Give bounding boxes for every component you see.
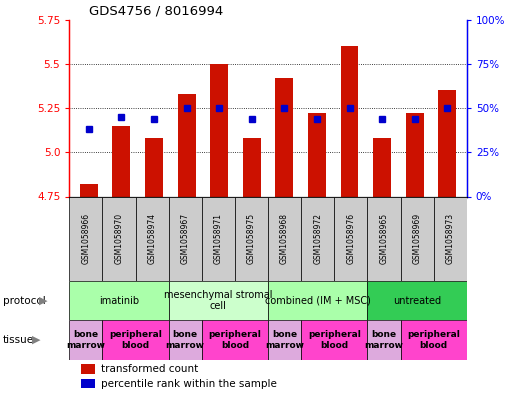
Bar bbox=[373, 138, 391, 196]
Bar bbox=[268, 281, 367, 320]
Bar bbox=[169, 320, 202, 360]
Bar bbox=[401, 320, 467, 360]
Text: peripheral
blood: peripheral blood bbox=[407, 330, 460, 350]
Bar bbox=[177, 94, 195, 196]
Text: GSM1058967: GSM1058967 bbox=[181, 213, 190, 264]
Text: untreated: untreated bbox=[393, 296, 441, 306]
Bar bbox=[235, 196, 268, 281]
Bar bbox=[367, 320, 401, 360]
Text: GSM1058975: GSM1058975 bbox=[247, 213, 256, 264]
Bar bbox=[433, 196, 467, 281]
Text: percentile rank within the sample: percentile rank within the sample bbox=[101, 378, 277, 389]
Text: GSM1058966: GSM1058966 bbox=[82, 213, 90, 264]
Bar bbox=[275, 78, 293, 196]
Bar bbox=[145, 138, 163, 196]
Bar bbox=[301, 196, 334, 281]
Bar bbox=[268, 196, 301, 281]
Bar bbox=[103, 320, 169, 360]
Text: GSM1058965: GSM1058965 bbox=[380, 213, 388, 264]
Text: GSM1058974: GSM1058974 bbox=[148, 213, 156, 264]
Text: peripheral
blood: peripheral blood bbox=[109, 330, 162, 350]
Bar bbox=[367, 281, 467, 320]
Bar bbox=[438, 90, 456, 196]
Bar bbox=[80, 184, 98, 196]
Bar bbox=[401, 196, 433, 281]
Text: protocol: protocol bbox=[3, 296, 45, 306]
Bar bbox=[169, 196, 202, 281]
Bar bbox=[81, 364, 95, 374]
Text: ▶: ▶ bbox=[38, 296, 47, 306]
Bar bbox=[268, 320, 301, 360]
Bar bbox=[301, 320, 367, 360]
Text: GSM1058969: GSM1058969 bbox=[412, 213, 422, 264]
Text: bone
marrow: bone marrow bbox=[365, 330, 404, 350]
Bar bbox=[69, 196, 103, 281]
Text: GDS4756 / 8016994: GDS4756 / 8016994 bbox=[89, 4, 223, 17]
Bar bbox=[135, 196, 169, 281]
Text: bone
marrow: bone marrow bbox=[265, 330, 304, 350]
Bar bbox=[308, 114, 326, 196]
Text: GSM1058973: GSM1058973 bbox=[446, 213, 455, 264]
Text: GSM1058971: GSM1058971 bbox=[214, 213, 223, 264]
Bar bbox=[112, 126, 130, 196]
Text: tissue: tissue bbox=[3, 335, 34, 345]
Bar bbox=[243, 138, 261, 196]
Bar bbox=[367, 196, 401, 281]
Text: imatinib: imatinib bbox=[99, 296, 139, 306]
Bar bbox=[69, 320, 103, 360]
Text: GSM1058968: GSM1058968 bbox=[280, 213, 289, 264]
Text: GSM1058970: GSM1058970 bbox=[114, 213, 124, 264]
Bar bbox=[334, 196, 367, 281]
Bar bbox=[169, 281, 268, 320]
Text: GSM1058976: GSM1058976 bbox=[346, 213, 356, 264]
Bar bbox=[341, 46, 359, 196]
Text: transformed count: transformed count bbox=[101, 364, 199, 374]
Bar bbox=[210, 64, 228, 196]
Bar bbox=[202, 196, 235, 281]
Bar bbox=[202, 320, 268, 360]
Text: ▶: ▶ bbox=[32, 335, 41, 345]
Bar bbox=[406, 114, 424, 196]
Text: peripheral
blood: peripheral blood bbox=[208, 330, 261, 350]
Text: bone
marrow: bone marrow bbox=[66, 330, 105, 350]
Text: bone
marrow: bone marrow bbox=[166, 330, 205, 350]
Bar bbox=[81, 379, 95, 388]
Text: mesenchymal stromal
cell: mesenchymal stromal cell bbox=[164, 290, 272, 311]
Text: GSM1058972: GSM1058972 bbox=[313, 213, 322, 264]
Text: peripheral
blood: peripheral blood bbox=[308, 330, 361, 350]
Bar bbox=[103, 196, 135, 281]
Bar bbox=[69, 281, 169, 320]
Text: combined (IM + MSC): combined (IM + MSC) bbox=[265, 296, 371, 306]
